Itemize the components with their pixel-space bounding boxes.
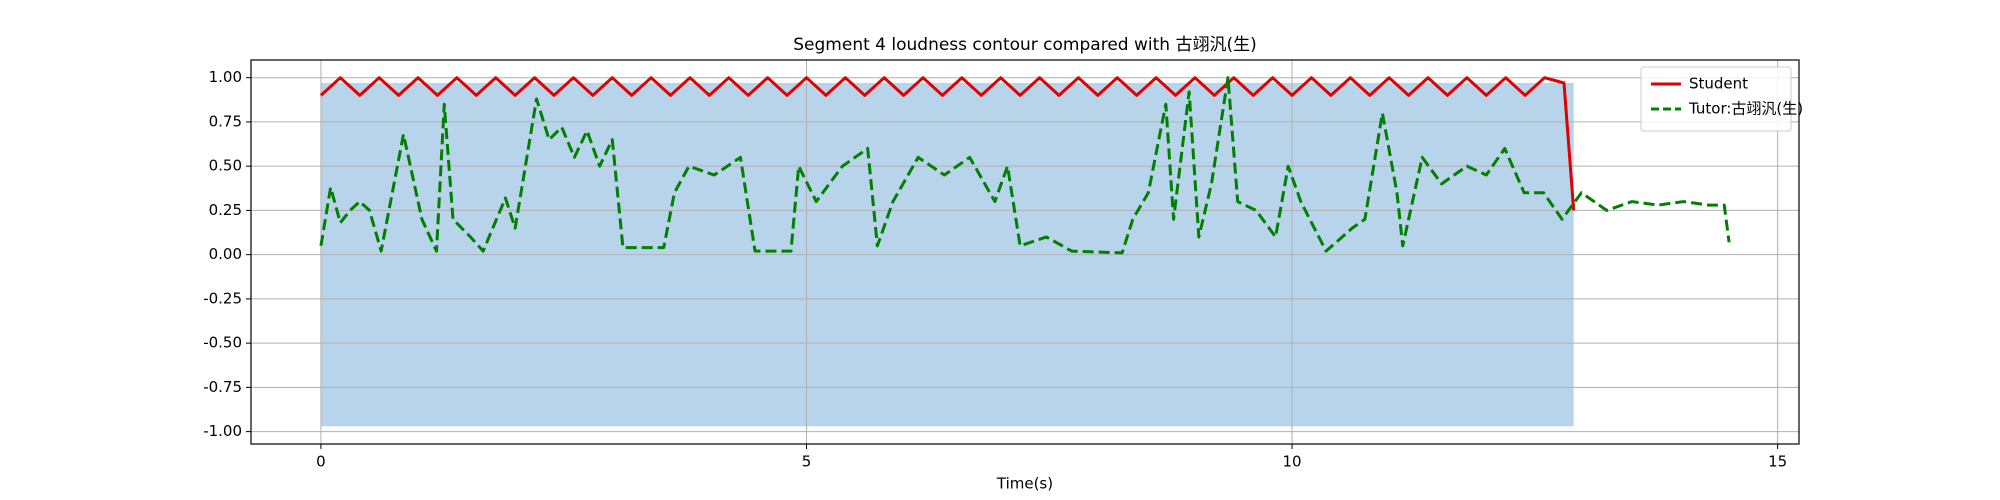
y-tick-label: -0.75 <box>203 378 242 396</box>
x-tick-label: 10 <box>1283 453 1302 471</box>
series-line <box>319 76 1576 211</box>
y-tick-label: 0.25 <box>209 201 242 219</box>
chart-title: Segment 4 loudness contour compared with… <box>793 35 1256 55</box>
legend-label: Tutor:古翊汎(生) <box>1688 100 1803 118</box>
x-tick-label: 5 <box>802 453 812 471</box>
x-tick-label: 0 <box>316 453 326 471</box>
y-tick-label: -0.25 <box>203 289 242 307</box>
legend-label: Student <box>1689 75 1748 93</box>
x-axis-label: Time(s) <box>996 475 1053 493</box>
x-tick-label: 15 <box>1768 453 1787 471</box>
series-line <box>319 76 1731 255</box>
y-tick-label: 0.50 <box>209 157 242 175</box>
y-tick-label: 1.00 <box>209 68 242 86</box>
y-tick-label: -0.50 <box>203 334 242 352</box>
y-tick-label: -1.00 <box>203 422 242 440</box>
y-tick-label: 0.75 <box>209 112 242 130</box>
plot-frame <box>250 59 1800 445</box>
y-tick-label: 0.00 <box>209 245 242 263</box>
